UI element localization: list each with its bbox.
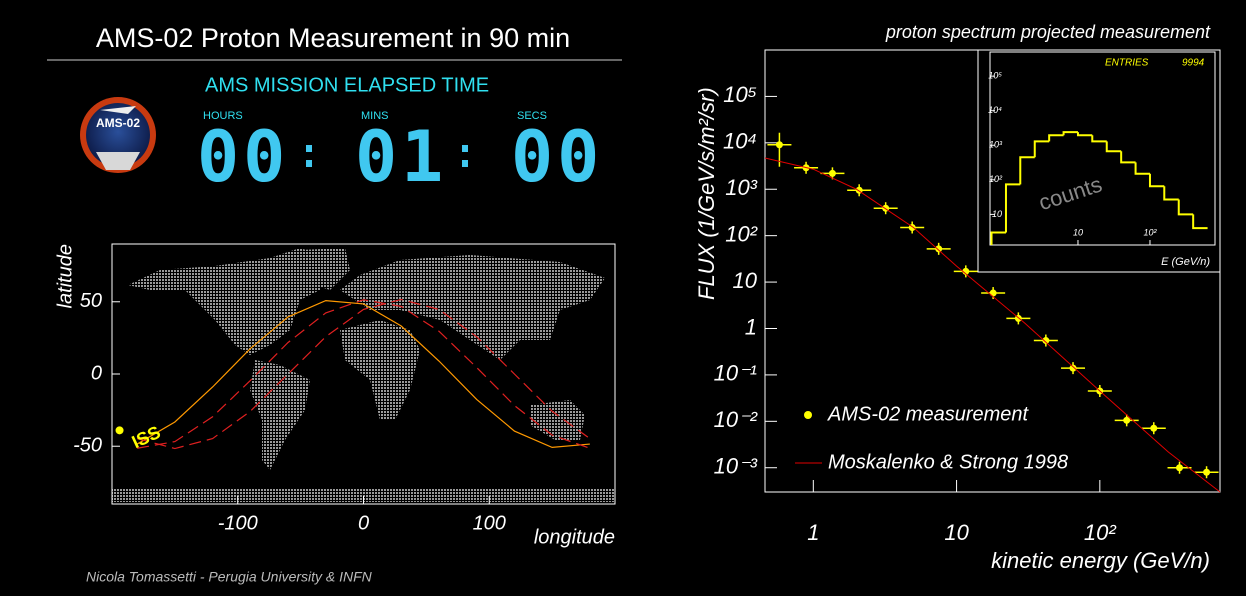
data-point xyxy=(989,289,997,297)
x-tick-label: 100 xyxy=(473,512,506,534)
page-title: AMS-02 Proton Measurement in 90 min xyxy=(96,23,570,53)
data-point xyxy=(935,245,943,253)
x-axis-label: kinetic energy (GeV/n) xyxy=(991,548,1210,573)
y-tick-label: 10⁻² xyxy=(714,407,758,432)
histogram-bin xyxy=(990,231,1006,245)
y-tick-label: 10⁵ xyxy=(723,82,757,107)
logo-shuttle xyxy=(100,106,136,114)
y-tick-label: 10⁻¹ xyxy=(714,361,757,386)
clock-heading: AMS MISSION ELAPSED TIME xyxy=(205,74,489,96)
y-tick-label: 10³ xyxy=(725,175,757,200)
x-tick-label: -100 xyxy=(218,512,258,534)
inset-background xyxy=(977,49,1221,273)
histogram-bin xyxy=(1091,135,1107,143)
y-tick-label: 50 xyxy=(80,290,102,312)
legend-swatch xyxy=(804,411,812,419)
clock-digits: 01 xyxy=(355,116,447,198)
histogram-bin xyxy=(1134,162,1150,175)
histogram-bin xyxy=(1148,173,1165,188)
clock-colon xyxy=(462,160,468,167)
x-tick-label: 0 xyxy=(358,512,369,534)
data-point xyxy=(1150,424,1158,432)
y-tick-label: 0 xyxy=(91,362,102,384)
orbit-track xyxy=(137,299,591,449)
entries-value: 9994 xyxy=(1182,58,1205,69)
y-axis-label: latitude xyxy=(54,244,76,309)
data-point xyxy=(1203,468,1211,476)
x-axis-label: E (GeV/n) xyxy=(1161,256,1210,268)
clock-digits: 00 xyxy=(511,116,603,198)
footer-credit: Nicola Tomassetti - Perugia University &… xyxy=(86,569,373,585)
x-axis-label: longitude xyxy=(534,526,615,548)
iss-marker xyxy=(115,426,124,435)
land xyxy=(300,248,350,290)
clock-colon xyxy=(306,145,312,152)
x-tick-label: 10² xyxy=(1143,227,1157,237)
histogram-bin xyxy=(1019,156,1035,185)
model-line xyxy=(764,157,1221,493)
legend-label: Moskalenko & Strong 1998 xyxy=(828,451,1068,473)
data-point xyxy=(1123,416,1131,424)
y-axis-label: FLUX (1/GeV/s/m²/sr) xyxy=(694,87,719,300)
x-tick-label: 10 xyxy=(944,520,969,545)
land xyxy=(530,400,585,440)
clock-colon xyxy=(306,160,312,167)
histogram-bin xyxy=(1105,141,1122,153)
histogram-bin xyxy=(1004,183,1021,233)
histogram-bin xyxy=(1033,140,1050,158)
histogram-bin xyxy=(1048,134,1064,142)
y-tick-label: -50 xyxy=(73,435,102,457)
data-point xyxy=(1042,337,1050,345)
x-tick-label: 10² xyxy=(1084,520,1116,545)
y-tick-label: 10 xyxy=(733,268,758,293)
x-tick-label: 10 xyxy=(1073,227,1083,237)
y-tick-label: 10⁵ xyxy=(988,71,1002,81)
y-tick-label: 10² xyxy=(989,174,1003,184)
land xyxy=(128,248,330,355)
clock-colon xyxy=(462,145,468,152)
histogram-bin xyxy=(1192,214,1208,230)
legend-label: AMS-02 measurement xyxy=(827,403,1030,425)
histogram-bin xyxy=(1120,151,1136,164)
clock-unit-label: MINS xyxy=(361,110,389,122)
y-tick-label: 10⁴ xyxy=(988,105,1002,115)
entries-label: ENTRIES xyxy=(1105,58,1149,69)
x-tick-label: 1 xyxy=(807,520,819,545)
data-point xyxy=(962,267,970,275)
data-point xyxy=(1069,364,1077,372)
clock-unit-label: SECS xyxy=(517,110,547,122)
plot-frame xyxy=(989,51,1216,246)
y-tick-label: 10⁻³ xyxy=(714,454,758,479)
land xyxy=(340,255,605,360)
data-point xyxy=(775,141,783,149)
logo-text: AMS-02 xyxy=(96,116,140,130)
histogram-bin xyxy=(1076,132,1093,137)
histogram-bin xyxy=(1163,186,1179,201)
chart-title: proton spectrum projected measurement xyxy=(885,22,1211,42)
histogram-bin xyxy=(1062,131,1078,136)
mission-logo: AMS-02 xyxy=(80,97,156,173)
histogram-bin xyxy=(1177,199,1194,216)
y-tick-label: 1 xyxy=(745,314,757,339)
orbit-track xyxy=(136,298,591,450)
logo-station xyxy=(96,152,140,170)
logo-face xyxy=(86,103,150,167)
data-point xyxy=(1176,464,1184,472)
y-tick-label: 10⁴ xyxy=(723,129,757,154)
clock-unit-label: HOURS xyxy=(203,110,243,122)
y-tick-label: 10 xyxy=(992,209,1002,219)
orbit-track xyxy=(136,300,590,448)
y-tick-label: 10³ xyxy=(989,140,1003,150)
data-point xyxy=(828,169,836,177)
land xyxy=(250,360,310,470)
clock-digits: 00 xyxy=(197,116,289,198)
y-tick-label: 10² xyxy=(725,221,757,246)
land xyxy=(340,320,420,420)
